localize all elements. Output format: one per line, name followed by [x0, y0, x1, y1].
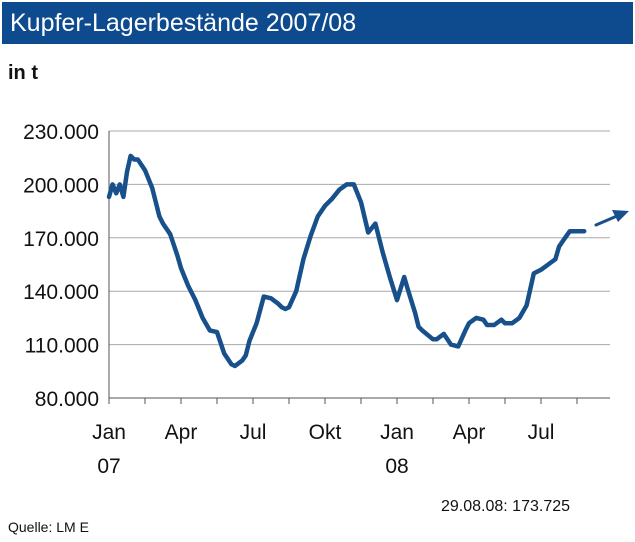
x-tick-label: Jul	[240, 421, 267, 444]
y-unit-label: in t	[8, 62, 38, 84]
y-tick-label: 110.000	[25, 335, 99, 358]
latest-value-note: 29.08.08: 173.725	[441, 498, 571, 515]
y-tick-label: 230.000	[23, 121, 99, 144]
x-tick-label: Jan	[92, 421, 126, 444]
series-line	[106, 153, 587, 369]
trend-arrow-icon	[594, 210, 629, 227]
y-tick-label: 200.000	[23, 174, 99, 197]
x-tick-year-label: 07	[97, 455, 120, 478]
y-tick-label: 80.000	[35, 388, 99, 411]
x-tick-year-label: 08	[385, 455, 408, 478]
title-bar: Kupfer-Lagerbestände 2007/08	[2, 2, 633, 44]
series-layer	[106, 153, 629, 369]
x-tick-label: Apr	[453, 421, 486, 444]
axis-layer: 80.000 110.000 140.000 170.000 200.000 230.00…	[23, 121, 610, 478]
x-tick-label: Jul	[528, 421, 555, 444]
source-label: Quelle: LM E	[8, 519, 89, 535]
page-title: Kupfer-Lagerbestände 2007/08	[10, 9, 357, 37]
trend-arrow-shaft	[594, 214, 619, 227]
grid-layer	[109, 130, 610, 346]
x-tick-label: Jan	[380, 421, 414, 444]
x-tick-label: Apr	[165, 421, 198, 444]
x-tick-label: Okt	[309, 421, 342, 444]
y-tick-label: 170.000	[23, 228, 99, 251]
trend-arrow-head	[612, 210, 629, 222]
y-tick-label: 140.000	[23, 281, 99, 304]
